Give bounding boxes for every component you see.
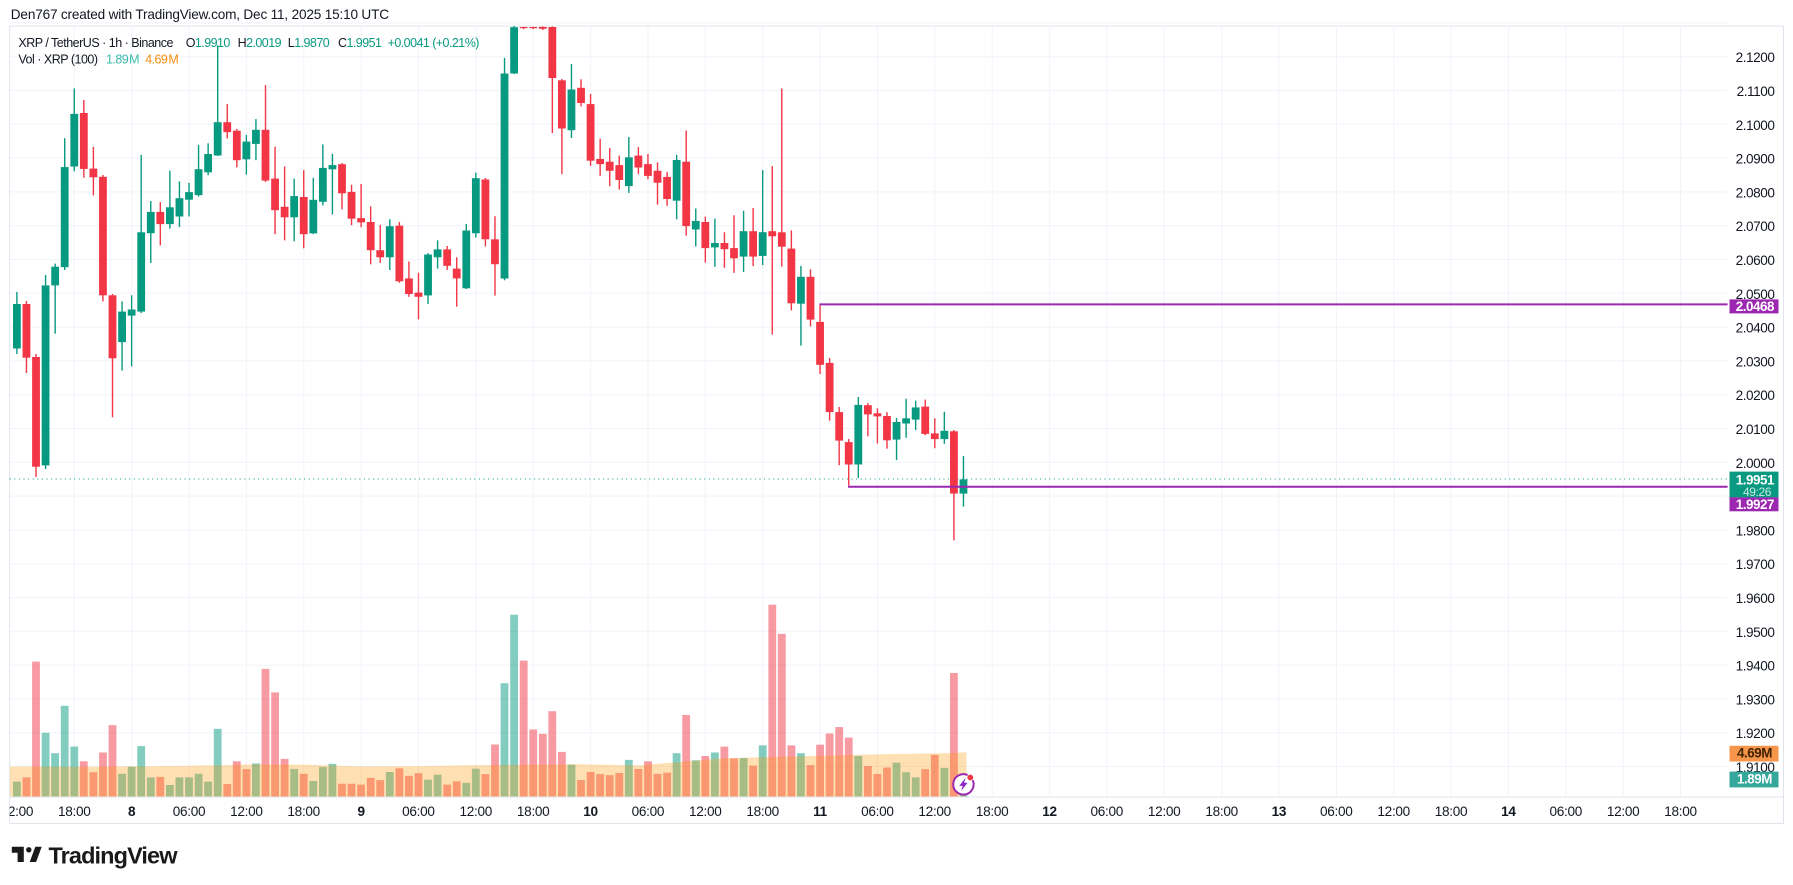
svg-text:10: 10 xyxy=(583,804,598,819)
svg-text:2.0000: 2.0000 xyxy=(1736,456,1776,471)
svg-text:2.0468: 2.0468 xyxy=(1736,299,1775,314)
svg-text:O1.9910: O1.9910 xyxy=(186,36,231,50)
svg-text:H2.0019: H2.0019 xyxy=(238,36,282,50)
svg-text:1.9400: 1.9400 xyxy=(1736,659,1776,674)
svg-text:2.1200: 2.1200 xyxy=(1736,50,1776,65)
svg-text:06:00: 06:00 xyxy=(1320,804,1353,819)
svg-text:1.89M: 1.89M xyxy=(1737,771,1772,786)
svg-text:4.69M: 4.69M xyxy=(1737,745,1772,760)
svg-text:2.0700: 2.0700 xyxy=(1736,219,1776,234)
svg-text:06:00: 06:00 xyxy=(861,804,894,819)
svg-text:2.0400: 2.0400 xyxy=(1736,321,1776,336)
svg-text:12:00: 12:00 xyxy=(689,804,722,819)
svg-text:1.9300: 1.9300 xyxy=(1736,692,1776,707)
svg-text:L1.9870: L1.9870 xyxy=(288,36,330,50)
svg-text:12:00: 12:00 xyxy=(1607,804,1640,819)
svg-text:18:00: 18:00 xyxy=(1435,804,1468,819)
svg-text:12:00: 12:00 xyxy=(918,804,951,819)
svg-text:1.9700: 1.9700 xyxy=(1736,557,1776,572)
svg-text:1.9600: 1.9600 xyxy=(1736,591,1776,606)
svg-text:06:00: 06:00 xyxy=(402,804,435,819)
svg-text:18:00: 18:00 xyxy=(746,804,779,819)
svg-text:XRP / TetherUS · 1h · Binance: XRP / TetherUS · 1h · Binance xyxy=(18,36,173,50)
svg-text:2.0600: 2.0600 xyxy=(1736,253,1776,268)
svg-text:8: 8 xyxy=(128,804,136,819)
svg-text:12: 12 xyxy=(1042,804,1057,819)
svg-text:2.0200: 2.0200 xyxy=(1736,388,1776,403)
svg-text:06:00: 06:00 xyxy=(1091,804,1124,819)
svg-text:18:00: 18:00 xyxy=(1205,804,1238,819)
svg-text:2.0900: 2.0900 xyxy=(1736,152,1776,167)
svg-text:18:00: 18:00 xyxy=(976,804,1009,819)
svg-text:12:00: 12:00 xyxy=(1377,804,1410,819)
svg-text:1.89M: 1.89M xyxy=(106,53,139,67)
svg-text:C1.9951: C1.9951 xyxy=(338,36,382,50)
svg-text:12:00: 12:00 xyxy=(1148,804,1181,819)
svg-text:4.69M: 4.69M xyxy=(145,53,178,67)
svg-text:2.0800: 2.0800 xyxy=(1736,185,1776,200)
svg-text:Vol · XRP (100): Vol · XRP (100) xyxy=(18,53,97,67)
svg-text:12:00: 12:00 xyxy=(1,804,34,819)
svg-text:1.9927: 1.9927 xyxy=(1736,497,1774,512)
svg-text:Den767 created with TradingVie: Den767 created with TradingView.com, Dec… xyxy=(11,7,389,22)
svg-text:14: 14 xyxy=(1501,804,1516,819)
svg-text:+0.0041 (+0.21%): +0.0041 (+0.21%) xyxy=(388,36,480,50)
svg-text:06:00: 06:00 xyxy=(173,804,206,819)
svg-text:2.0300: 2.0300 xyxy=(1736,354,1776,369)
svg-text:1.9500: 1.9500 xyxy=(1736,625,1776,640)
svg-text:TradingView: TradingView xyxy=(49,843,179,869)
svg-text:1.9951: 1.9951 xyxy=(1736,472,1775,487)
svg-text:2.0100: 2.0100 xyxy=(1736,422,1776,437)
svg-text:06:00: 06:00 xyxy=(632,804,665,819)
svg-text:11: 11 xyxy=(813,804,828,819)
svg-text:18:00: 18:00 xyxy=(58,804,91,819)
svg-text:13: 13 xyxy=(1272,804,1287,819)
svg-text:2.1000: 2.1000 xyxy=(1736,118,1776,133)
svg-text:06:00: 06:00 xyxy=(1550,804,1583,819)
svg-text:2.1100: 2.1100 xyxy=(1737,84,1776,99)
svg-text:2.0500: 2.0500 xyxy=(1736,287,1776,302)
svg-text:12:00: 12:00 xyxy=(460,804,493,819)
svg-text:9: 9 xyxy=(357,804,365,819)
svg-text:12:00: 12:00 xyxy=(230,804,263,819)
svg-text:18:00: 18:00 xyxy=(287,804,320,819)
svg-text:1.9200: 1.9200 xyxy=(1736,726,1776,741)
svg-text:49:26: 49:26 xyxy=(1743,485,1772,499)
svg-text:1.9100: 1.9100 xyxy=(1736,760,1776,775)
svg-text:18:00: 18:00 xyxy=(517,804,550,819)
svg-text:18:00: 18:00 xyxy=(1664,804,1697,819)
svg-text:1.9800: 1.9800 xyxy=(1736,523,1776,538)
